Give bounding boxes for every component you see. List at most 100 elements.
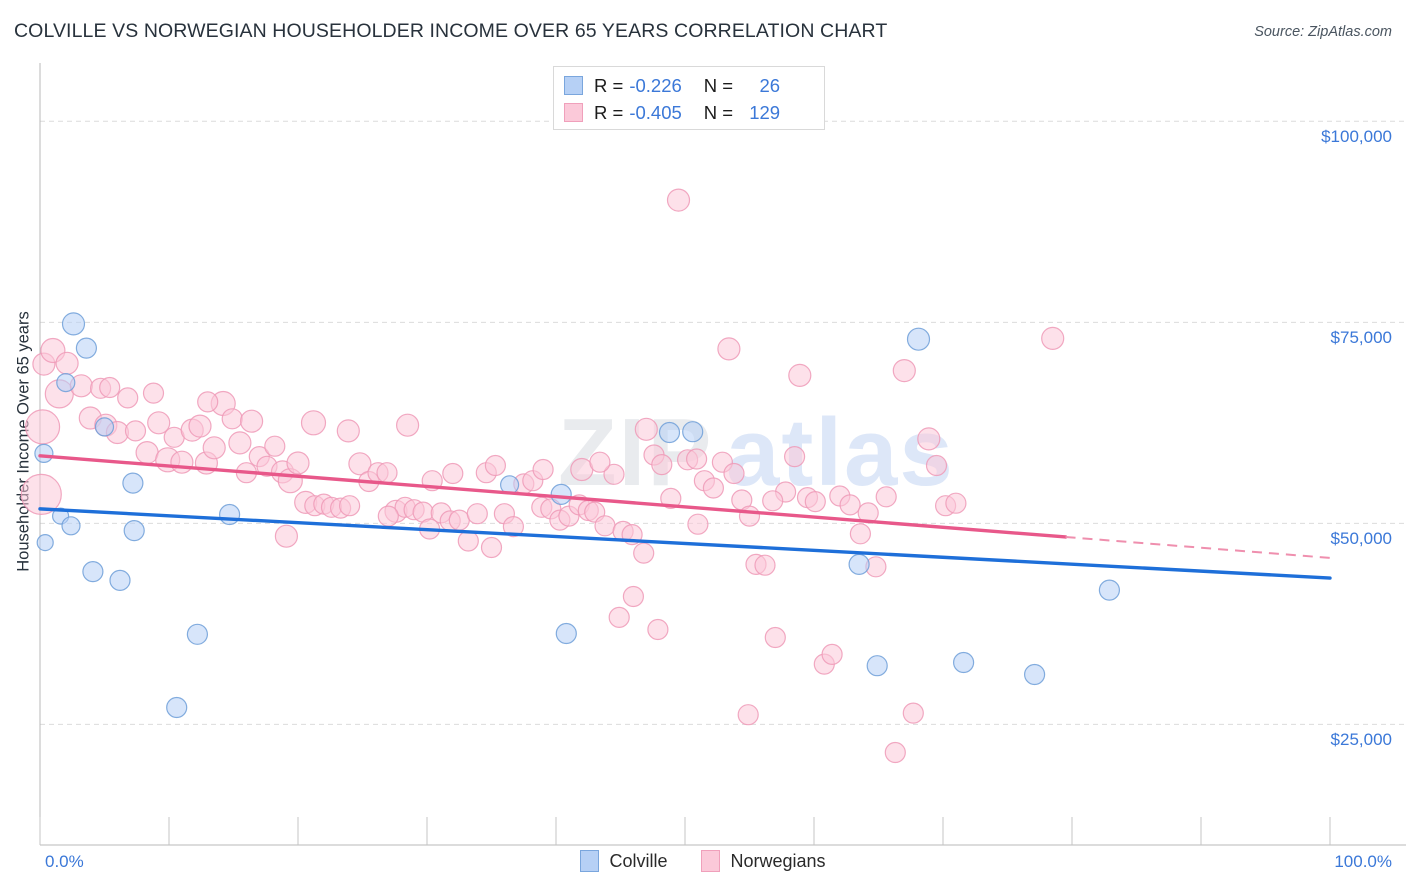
data-point — [925, 454, 948, 477]
data-point — [555, 622, 577, 645]
data-point — [274, 524, 298, 548]
data-point — [633, 542, 655, 564]
legend-label-norwegians: Norwegians — [730, 850, 826, 871]
data-point — [589, 451, 611, 473]
data-point — [902, 702, 924, 724]
data-point — [866, 655, 888, 677]
data-point — [20, 473, 62, 515]
data-point — [166, 696, 188, 719]
n-label: N = — [703, 101, 734, 123]
legend-label-colville: Colville — [609, 850, 668, 871]
data-point — [286, 451, 310, 475]
data-point — [839, 494, 861, 516]
data-point — [658, 421, 681, 444]
data-point — [300, 410, 327, 436]
data-point — [848, 553, 870, 576]
data-point — [685, 448, 708, 470]
data-point — [737, 704, 759, 726]
data-point — [754, 554, 776, 576]
data-point — [396, 413, 420, 437]
data-point — [622, 585, 645, 608]
data-point — [219, 503, 241, 526]
data-point — [240, 409, 264, 433]
data-point — [466, 503, 488, 525]
y-axis-tick-label: $50,000 — [1330, 529, 1392, 549]
y-axis-tick-label: $100,000 — [1321, 127, 1392, 147]
source-attribution: Source: ZipAtlas.com — [1254, 24, 1392, 40]
data-point — [117, 387, 139, 409]
data-point — [682, 421, 704, 443]
data-point — [717, 337, 741, 361]
data-point — [550, 483, 572, 505]
data-point — [762, 490, 784, 512]
data-point — [804, 491, 826, 513]
data-point — [188, 414, 212, 438]
data-point — [783, 446, 806, 468]
data-point — [952, 651, 975, 674]
n-label: N = — [703, 74, 734, 96]
data-point — [197, 391, 219, 413]
data-point — [892, 359, 916, 383]
trend-lines — [38, 454, 1332, 580]
data-point — [764, 626, 786, 649]
data-point — [1098, 579, 1121, 601]
stats-row-norwegians: R = -0.405 N = 129 — [564, 99, 814, 126]
data-point — [884, 741, 906, 764]
data-point — [687, 513, 709, 535]
y-axis-tick-label: $75,000 — [1330, 328, 1392, 348]
data-point — [1023, 663, 1046, 686]
data-point — [702, 477, 725, 499]
data-point — [788, 363, 812, 387]
data-point — [448, 509, 470, 531]
data-point — [142, 382, 165, 404]
data-point — [348, 452, 372, 476]
y-axis-tick-label: $25,000 — [1330, 730, 1392, 750]
trend-line-colville — [38, 507, 1332, 580]
data-point — [906, 327, 931, 351]
data-point — [122, 472, 144, 494]
data-point — [228, 431, 252, 455]
data-point — [608, 606, 630, 629]
data-point — [264, 435, 286, 457]
data-point — [634, 417, 658, 441]
data-point — [647, 618, 669, 641]
legend-item-norwegians[interactable]: Norwegians — [701, 850, 826, 872]
gridlines — [40, 120, 1406, 725]
data-point — [666, 188, 691, 212]
data-point — [135, 441, 159, 465]
data-point — [484, 454, 506, 477]
data-point — [339, 495, 361, 517]
data-point — [202, 436, 226, 460]
trend-line-norwegians — [38, 454, 1068, 539]
data-point — [377, 505, 399, 527]
data-point — [336, 419, 360, 443]
colville-swatch-icon — [564, 76, 583, 95]
data-point — [945, 492, 967, 514]
legend-item-colville[interactable]: Colville — [580, 850, 667, 872]
data-point — [34, 443, 54, 463]
chart-legend: Colville Norwegians — [0, 850, 1406, 872]
data-point — [99, 376, 121, 399]
data-point — [109, 569, 131, 592]
data-point — [480, 536, 503, 559]
scatter-points-norwegians — [20, 188, 1065, 764]
data-point — [61, 312, 86, 336]
data-point — [917, 427, 941, 451]
x-axis-min-label: 0.0% — [45, 852, 84, 871]
data-point — [1041, 326, 1065, 350]
data-point — [61, 516, 81, 536]
stats-row-colville: R = -0.226 N = 26 — [564, 72, 814, 99]
data-point — [82, 560, 104, 583]
norwegians-swatch-icon — [564, 103, 583, 122]
r-label: R = — [594, 101, 624, 123]
x-axis-ticks — [39, 817, 1331, 845]
data-point — [123, 519, 145, 542]
data-point — [875, 486, 897, 508]
trend-line-norwegians-projected — [1065, 535, 1331, 559]
data-point — [660, 487, 682, 509]
n-value-norwegians: 129 — [749, 101, 781, 123]
data-point — [75, 337, 98, 359]
r-label: R = — [594, 74, 624, 96]
